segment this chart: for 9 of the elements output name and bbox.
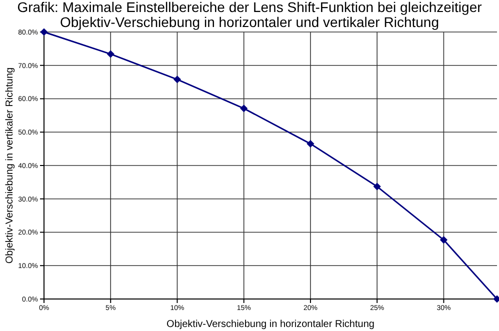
y-axis-title: Objektiv-Verschiebung in vertikaler Richtung: [4, 67, 16, 264]
point: [440, 236, 448, 244]
point: [240, 104, 248, 112]
chart-title: Grafik: Maximale Einstellbereiche der Lens Shift-Funktion bei gleichzeitiger Objektiv-Verschiebung in horizontaler und vertikaler Richtung: [16, 0, 483, 30]
point: [373, 182, 381, 190]
x-axis-title: Objektiv-Verschiebung in horizontaler Richtung: [166, 319, 374, 330]
point: [106, 50, 114, 58]
point: [306, 140, 314, 148]
point: [173, 76, 182, 84]
